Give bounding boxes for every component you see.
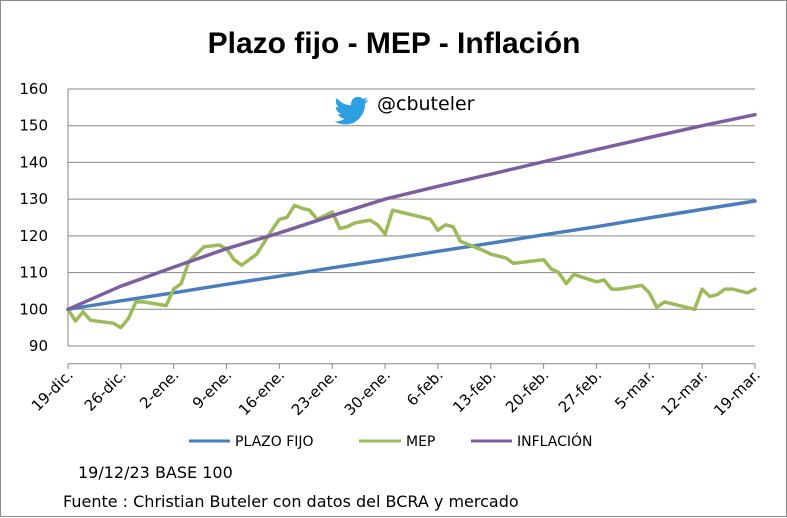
y-tick-label: 90 <box>29 337 48 355</box>
series-line-mep <box>66 203 757 330</box>
source-note: Fuente : Christian Buteler con datos del… <box>63 492 519 511</box>
x-tick-label: 27-feb. <box>555 366 605 416</box>
y-tick-label: 120 <box>19 227 48 245</box>
legend-label-inflacion: INFLACIÓN <box>517 432 593 450</box>
twitter-bird-icon <box>334 96 369 125</box>
y-tick-label: 150 <box>19 117 48 135</box>
x-tick-label: 16-ene. <box>235 366 288 419</box>
x-tick-label: 12-mar. <box>657 366 711 420</box>
y-tick-labels: 90 100 110 120 130 140 150 160 <box>19 80 48 355</box>
y-tick-label: 110 <box>19 264 48 282</box>
handle-annotation: @cbuteler <box>334 93 475 125</box>
x-tick-label: 26-dic. <box>81 366 130 415</box>
legend-label-plazo-fijo: PLAZO FIJO <box>235 434 314 450</box>
series-line-plazo-fijo <box>66 199 757 312</box>
x-tick-label: 5-mar. <box>611 366 658 413</box>
x-tick-label: 9-ene. <box>189 366 235 412</box>
handle-text: @cbuteler <box>377 93 475 115</box>
chart-title: Plazo fijo - MEP - Inflación <box>208 27 581 60</box>
y-tick-label: 140 <box>19 153 48 171</box>
legend: PLAZO FIJO MEP INFLACIÓN <box>189 432 593 450</box>
x-tick-label: 19-mar. <box>710 366 764 420</box>
x-tick-label: 2-ene. <box>136 366 182 412</box>
x-tick-label: 6-feb. <box>403 366 447 410</box>
x-tick-labels: 19-dic. 26-dic. 2-ene. 9-ene. 16-ene. 23-ene.… <box>28 363 764 420</box>
y-tick-label: 100 <box>19 300 48 318</box>
base-note: 19/12/23 BASE 100 <box>78 463 233 482</box>
grid <box>68 88 755 347</box>
series-lines <box>66 112 757 330</box>
x-tick-label: 20-feb. <box>502 366 552 416</box>
x-tick-label: 23-ene. <box>288 366 341 419</box>
series-line-inflacion <box>66 112 757 312</box>
y-tick-label: 160 <box>19 80 48 98</box>
y-tick-label: 130 <box>19 190 48 208</box>
x-tick-label: 13-feb. <box>449 366 499 416</box>
x-tick-label: 30-ene. <box>341 366 394 419</box>
x-tick-label: 19-dic. <box>28 366 77 415</box>
legend-label-mep: MEP <box>406 434 435 450</box>
